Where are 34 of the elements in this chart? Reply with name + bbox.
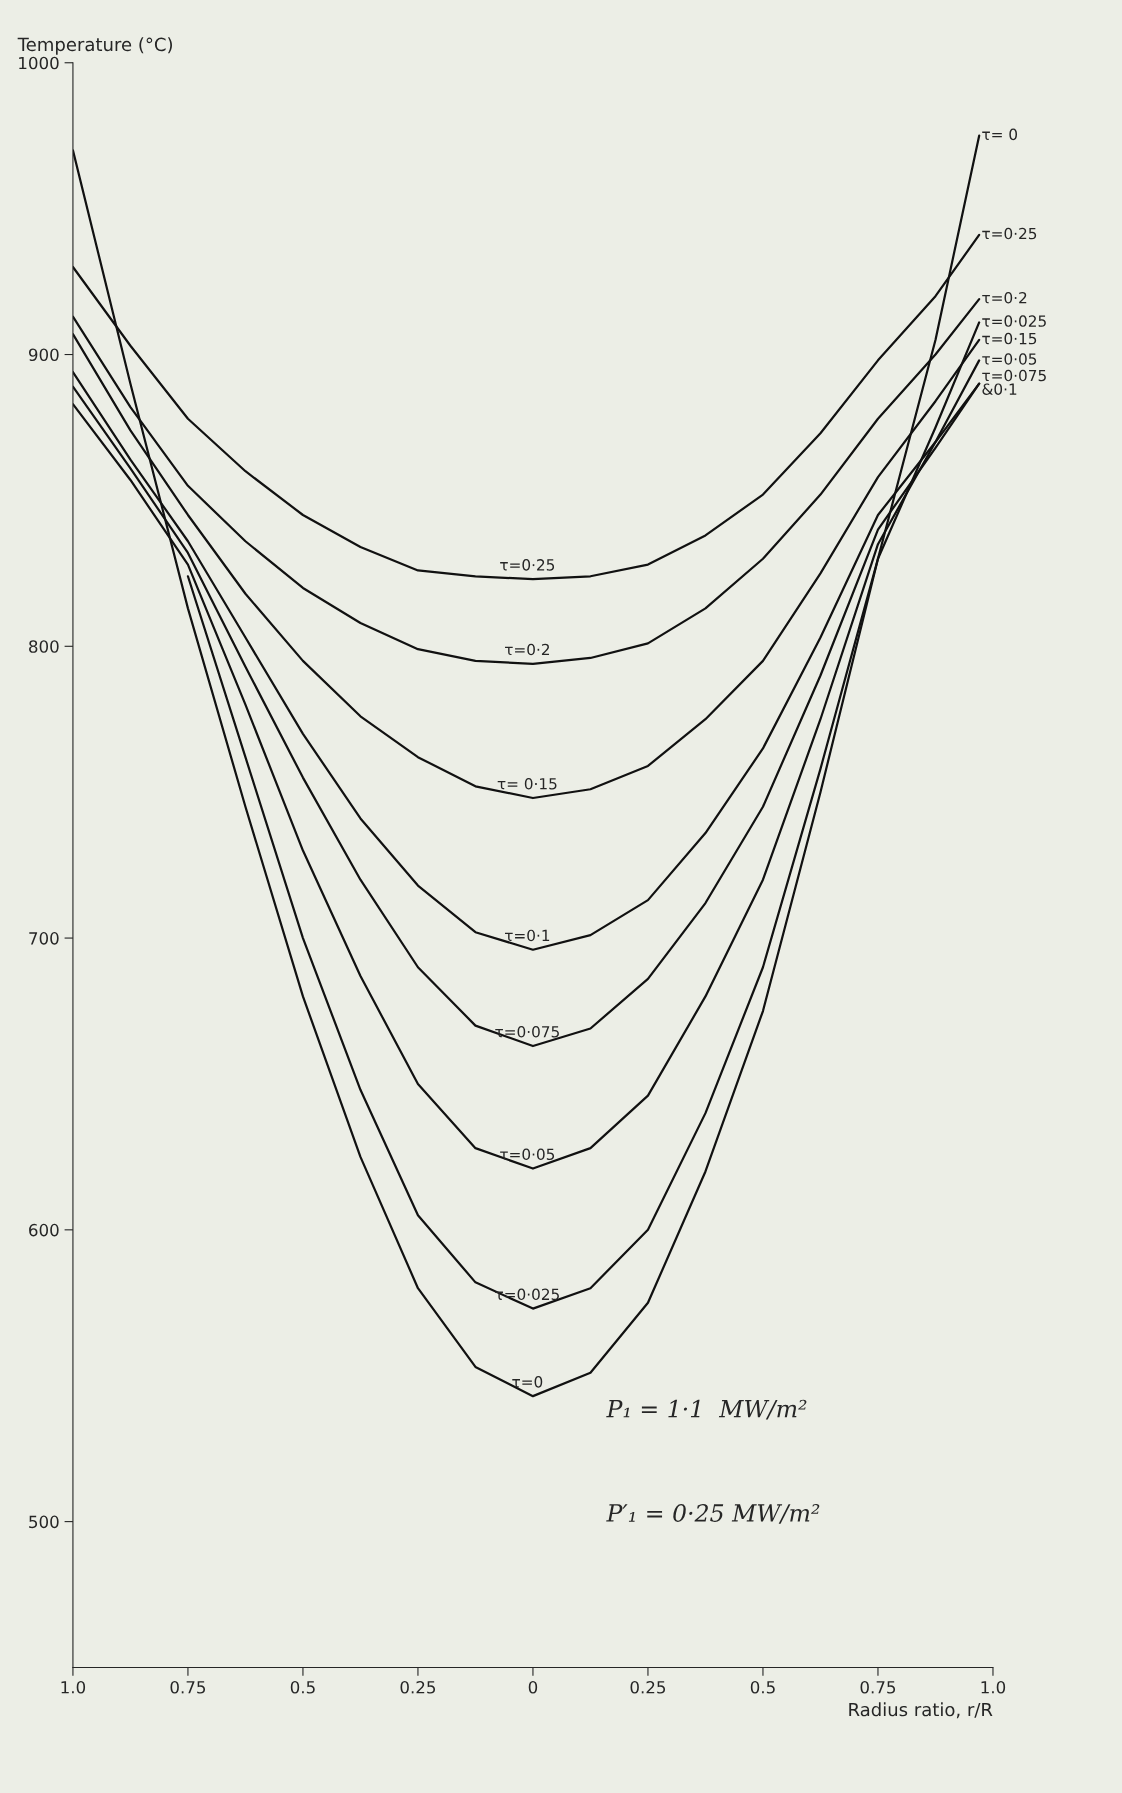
y-tick-label: 800 [29,640,59,653]
annotation: τ=0·1 [504,929,550,942]
series-label: τ=0·025 [982,315,1046,327]
series-label: τ=0·25 [982,227,1037,240]
x-tick-label: 0.25 [400,1680,436,1694]
x-tick-label: 0.25 [630,1680,666,1694]
y-tick-label: 1000 [19,56,59,70]
x-tick-label: 0 [528,1680,538,1694]
x-tick-label: 1.0 [981,1680,1006,1694]
y-tick-label: 500 [29,1515,59,1529]
annotation: τ=0 [512,1376,543,1388]
y-axis-title: Temperature (°C) [17,37,172,55]
x-tick-label: 1.0 [61,1680,86,1694]
annotation: τ= 0·15 [497,777,557,790]
annotation: P₁ = 1·1 MW/m² [606,1399,807,1420]
annotation: τ=0·05 [500,1148,555,1161]
series-label: τ=0·2 [982,291,1027,304]
y-tick-label: 900 [28,348,59,362]
x-tick-label: 0.5 [290,1680,315,1694]
annotation: τ=0·25 [500,559,555,571]
series-label: τ= 0 [982,128,1018,141]
series-label: τ=0·15 [982,332,1037,345]
annotation: τ=0·075 [495,1025,559,1038]
x-tick-label: 0.75 [860,1680,896,1694]
x-axis-title: Radius ratio, r/R [849,1702,993,1719]
series-label: τ=0·05 [982,353,1037,365]
line-series [72,134,981,1398]
x-tick-label: 0.5 [750,1680,775,1694]
annotation: τ=0·2 [504,643,550,656]
x-tick-label: 0.75 [170,1680,206,1694]
y-tick-label: 700 [29,932,59,945]
series-label: τ=0·075 &0·1 [982,369,1046,395]
annotation: P′₁ = 0·25 MW/m² [606,1504,820,1524]
y-tick-label: 600 [29,1223,59,1237]
